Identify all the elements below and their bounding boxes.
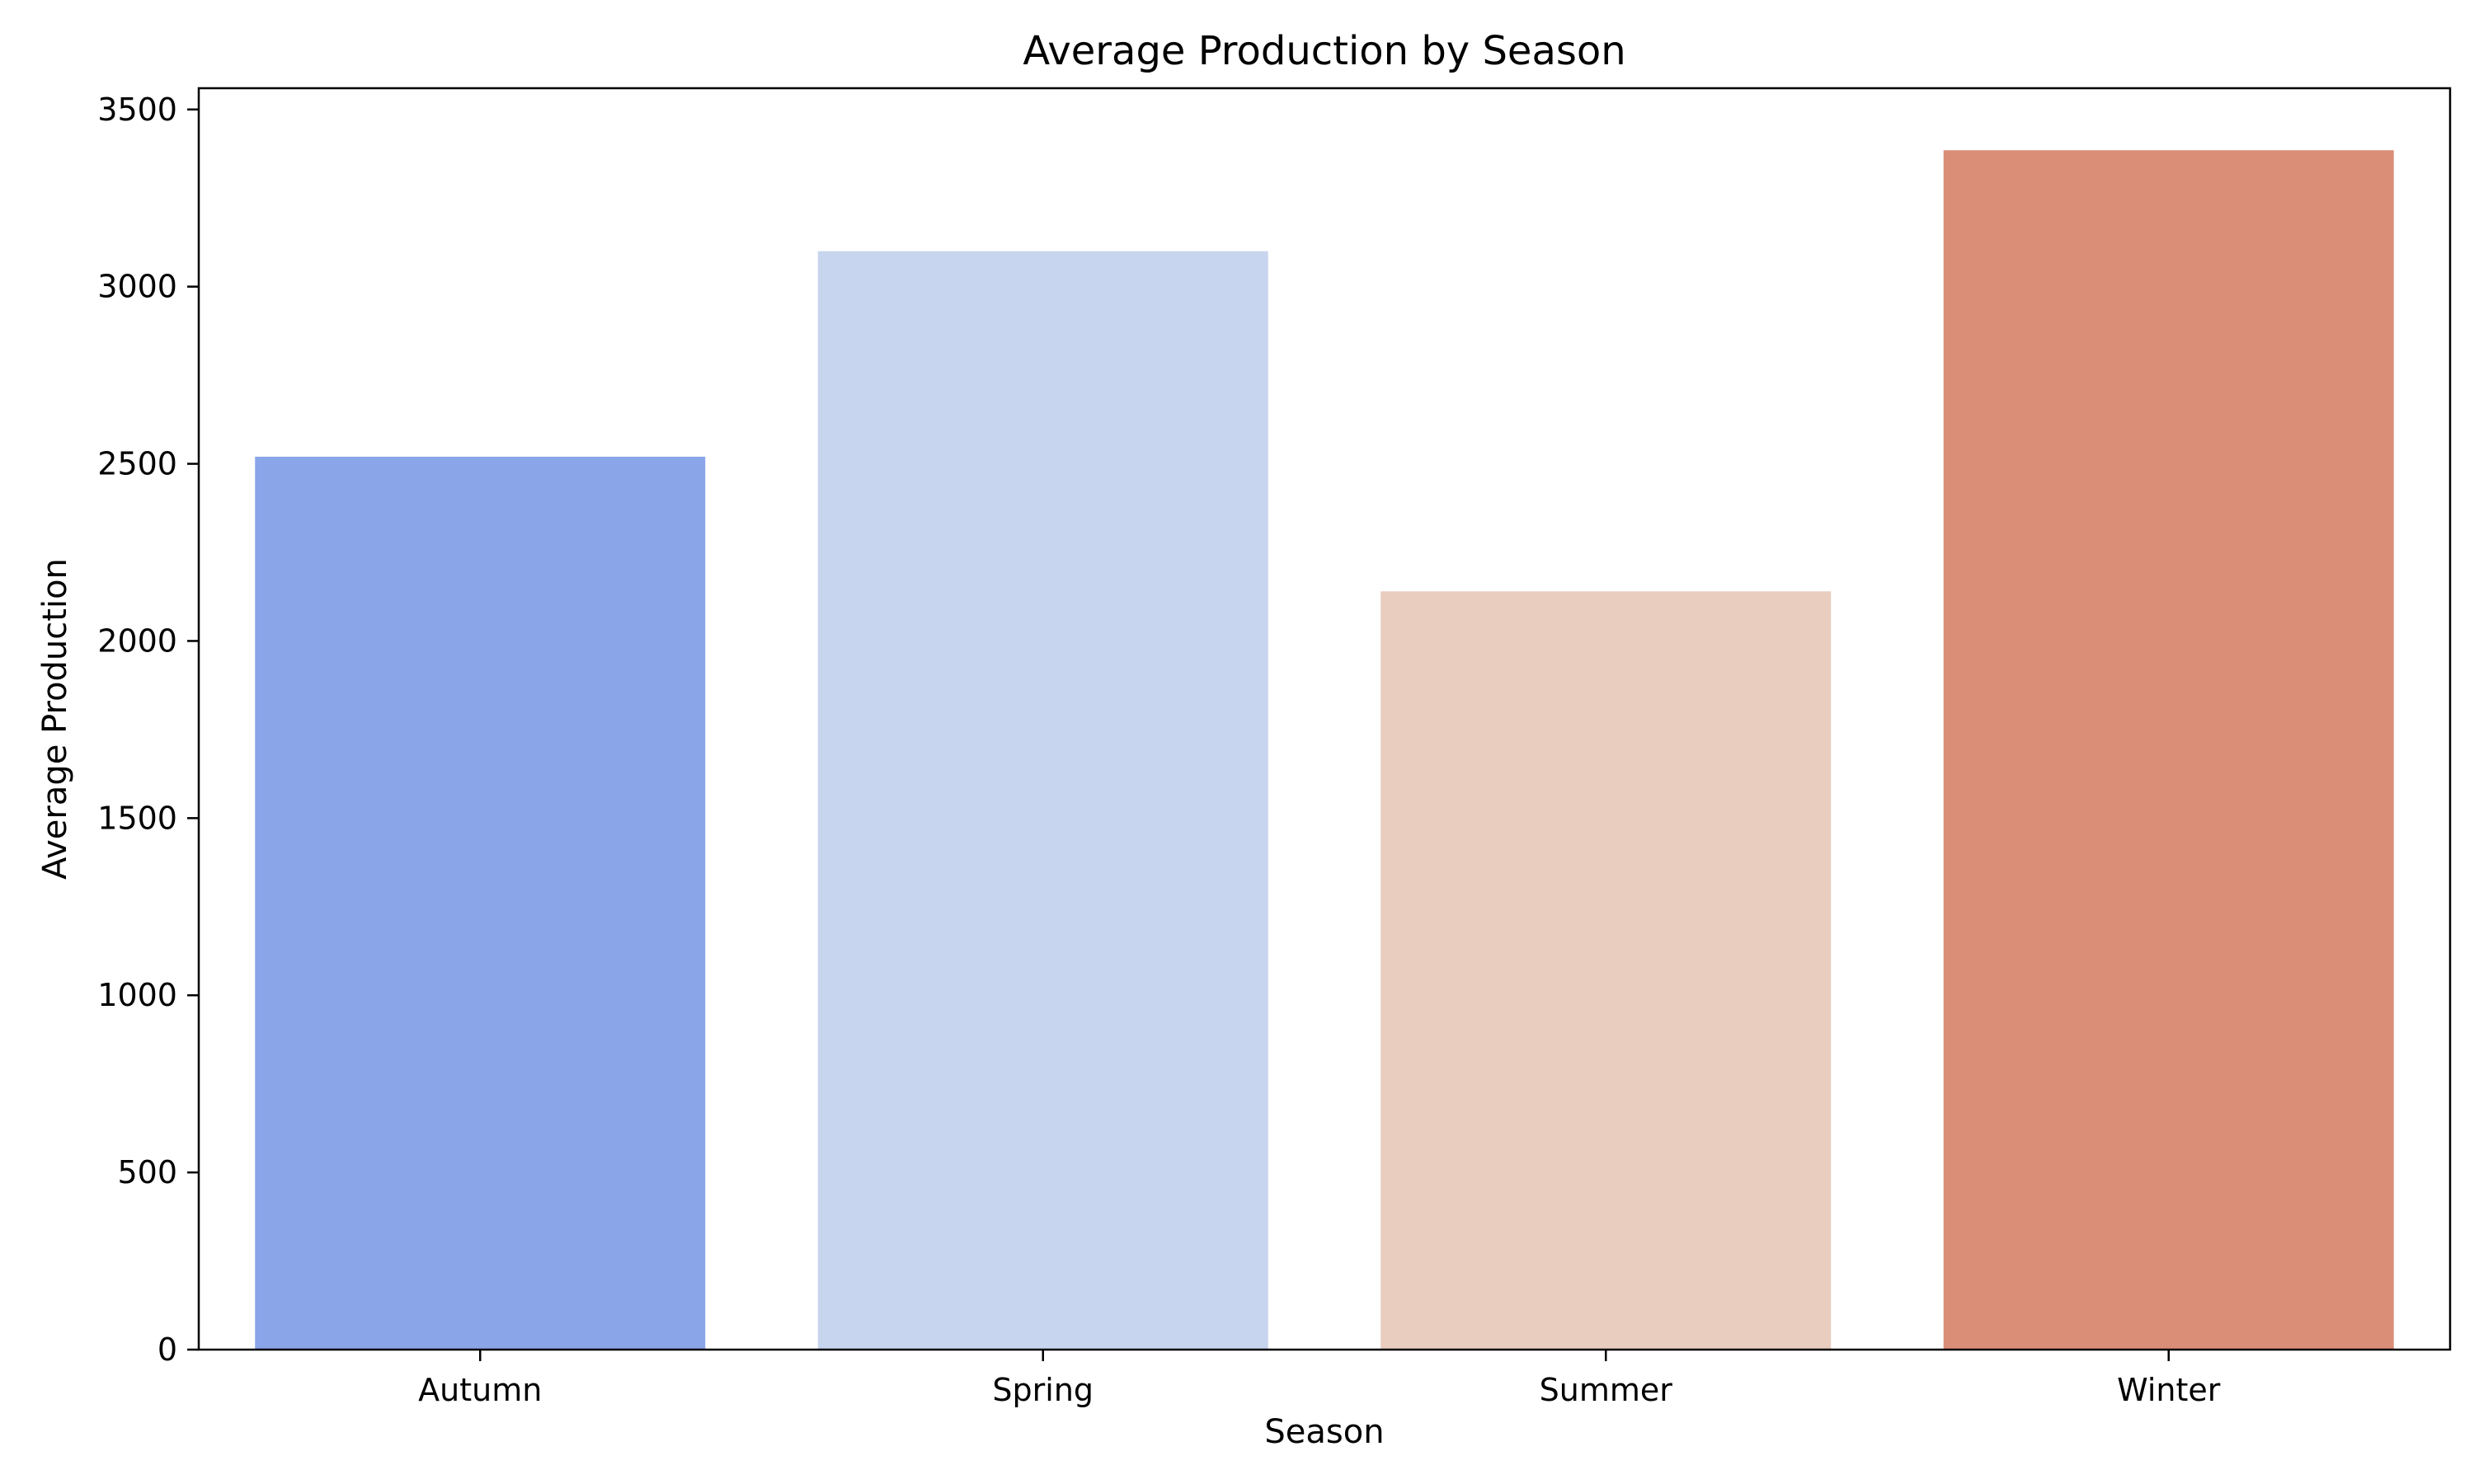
y-axis: 0 500 1000 1500 2000 2500 3000 3500 bbox=[97, 92, 199, 1368]
x-axis: Autumn Spring Summer Winter bbox=[418, 1350, 2221, 1408]
bar-summer bbox=[1380, 591, 1832, 1350]
y-tick-label-2000: 2000 bbox=[97, 622, 177, 659]
y-tick-label-0: 0 bbox=[158, 1331, 177, 1368]
bars-group bbox=[255, 150, 2394, 1350]
y-axis-label: Average Production bbox=[36, 558, 74, 880]
y-tick-label-1500: 1500 bbox=[97, 800, 177, 836]
y-tick-label-2500: 2500 bbox=[97, 446, 177, 482]
x-axis-label: Season bbox=[1264, 1413, 1384, 1451]
x-tick-label-summer: Summer bbox=[1540, 1372, 1673, 1408]
x-tick-label-winter: Winter bbox=[2117, 1372, 2221, 1408]
x-tick-label-autumn: Autumn bbox=[418, 1372, 542, 1408]
plot-frame bbox=[197, 87, 2452, 1351]
y-tick-label-3500: 3500 bbox=[97, 92, 177, 128]
x-tick-label-spring: Spring bbox=[992, 1372, 1094, 1408]
y-tick-label-1000: 1000 bbox=[97, 977, 177, 1013]
bar-autumn bbox=[255, 456, 706, 1350]
y-tick-label-3000: 3000 bbox=[97, 269, 177, 305]
y-tick-label-500: 500 bbox=[117, 1154, 177, 1190]
bar-winter bbox=[1943, 150, 2394, 1350]
chart-title: Average Production by Season bbox=[1023, 28, 1625, 74]
bar-spring bbox=[817, 251, 1268, 1350]
